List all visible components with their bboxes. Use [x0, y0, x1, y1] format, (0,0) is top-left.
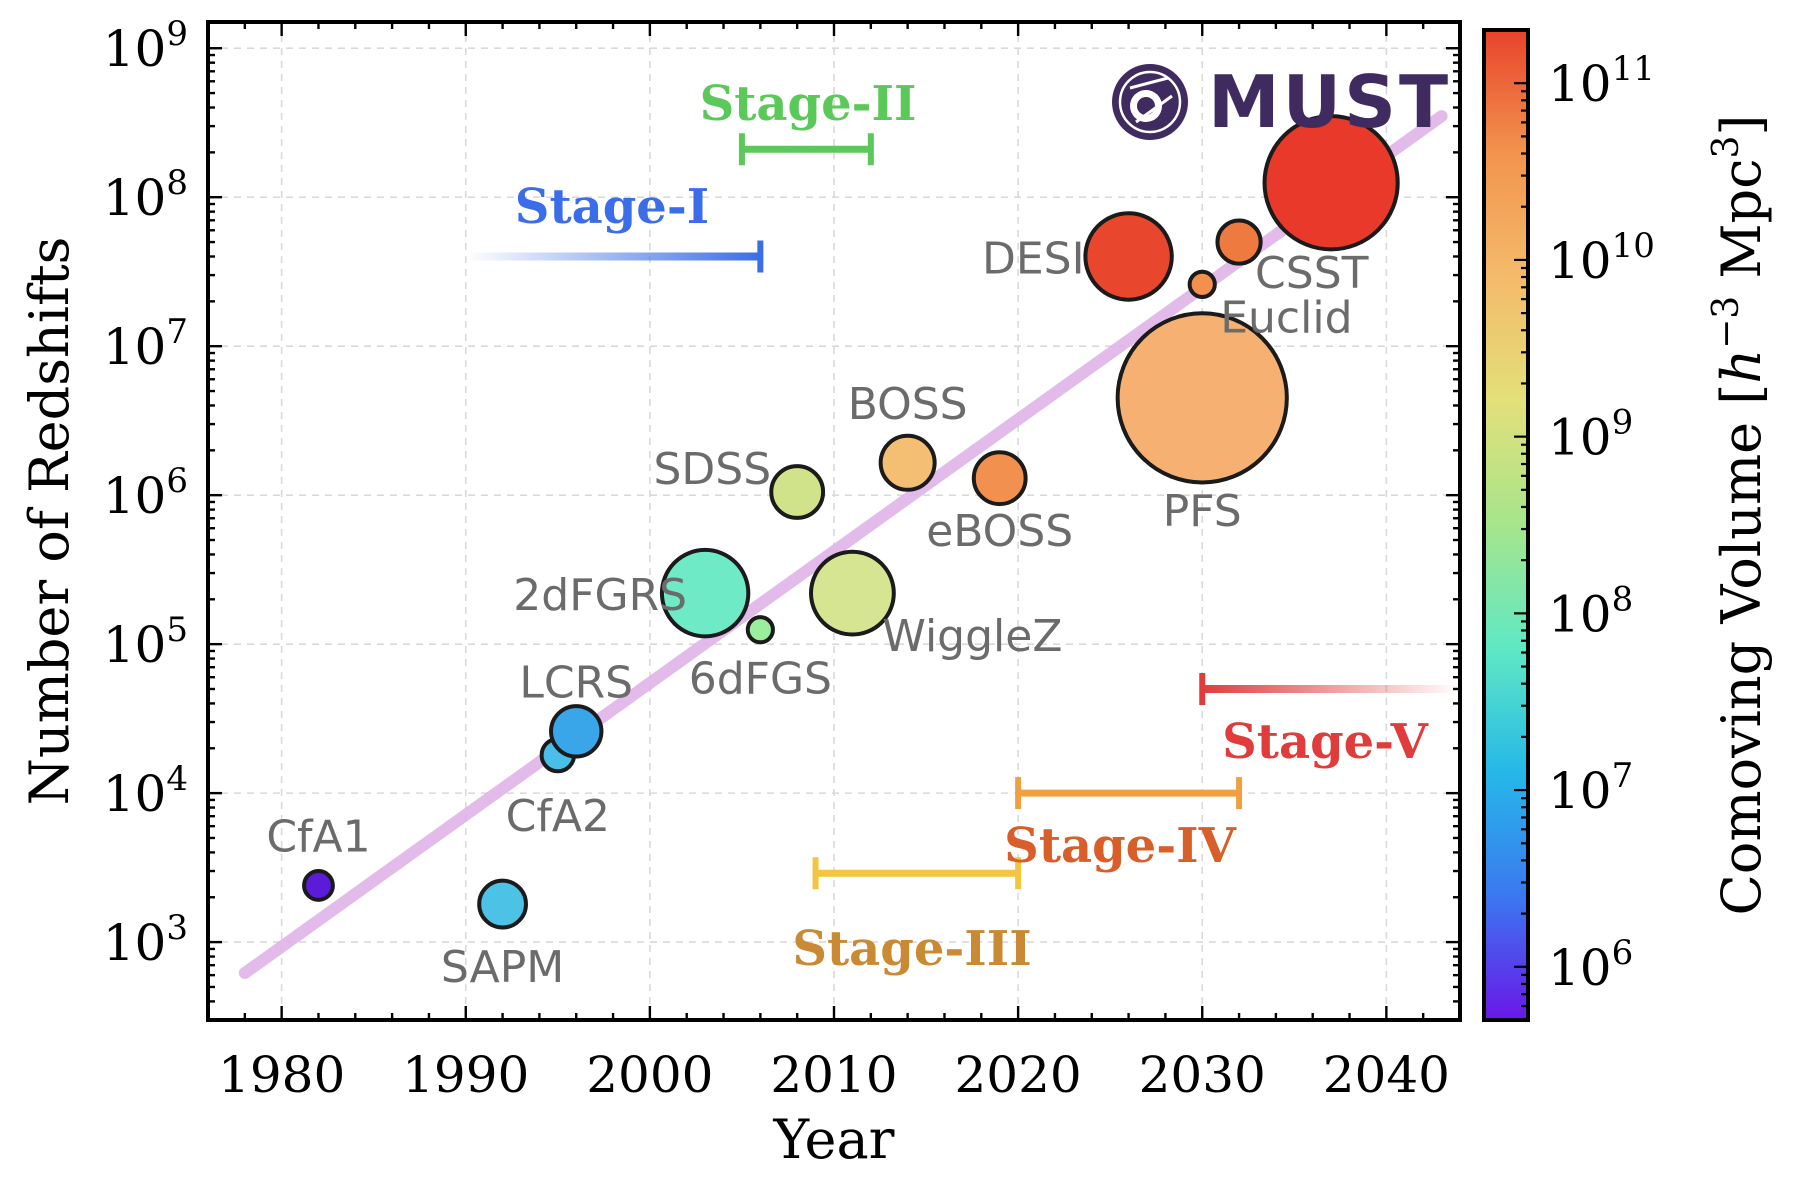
survey-label: CfA1 — [266, 811, 370, 862]
survey-point-wigglez — [809, 549, 896, 637]
survey-label: CSST — [1255, 248, 1369, 299]
stage-markers: Stage-I Stage-II Stage-III Stage-IV Stage-V — [465, 76, 1460, 977]
x-tick-label: 1990 — [402, 1046, 529, 1104]
x-tick-label: 2030 — [1139, 1046, 1266, 1104]
must-observatory-logo-icon — [1112, 64, 1188, 140]
y-tick-label: 104 — [103, 759, 188, 823]
colorbar-gradient — [1482, 28, 1530, 1022]
colorbar-tick-label: 108 — [1548, 579, 1633, 643]
colorbar-tick-label: 1010 — [1548, 226, 1655, 290]
stage-label: Stage-I — [515, 179, 709, 235]
colorbar-label: Comoving Volume [h−3 Mpc3] — [1706, 115, 1773, 916]
survey-point-euclid — [1187, 269, 1217, 299]
x-axis-label: Year — [773, 1108, 895, 1171]
survey-point-6dfgs — [745, 615, 775, 645]
survey-label: Euclid — [1220, 292, 1352, 343]
y-tick-label: 105 — [103, 610, 188, 674]
survey-point-lcrs — [549, 704, 604, 759]
stage-bar — [1202, 684, 1460, 693]
survey-points — [302, 114, 1400, 930]
survey-label: DESI — [982, 233, 1085, 284]
survey-point-eboss — [971, 450, 1028, 507]
survey-label: SDSS — [654, 444, 772, 495]
colorbar-tick-label: 106 — [1548, 933, 1633, 997]
colorbar: 106 107 108 109 1010 1011 Comoving Volume [h−3… — [1482, 28, 1773, 1022]
x-tick-label: 1980 — [218, 1046, 345, 1104]
stage-marker — [812, 857, 1022, 890]
survey-label: LCRS — [519, 657, 633, 708]
y-axis-label: Number of Redshifts — [18, 237, 81, 806]
survey-point-must — [1262, 114, 1400, 252]
stage-label: Stage-IV — [1004, 818, 1236, 874]
survey-point-2dfgrs — [659, 547, 751, 639]
survey-label: eBOSS — [926, 506, 1073, 557]
stage-marker — [465, 240, 764, 273]
survey-point-desi — [1083, 211, 1174, 302]
x-tick-label: 2000 — [586, 1046, 713, 1104]
survey-label: BOSS — [848, 379, 968, 430]
y-tick-label: 109 — [103, 14, 188, 78]
stage-label: Stage-V — [1222, 714, 1428, 770]
survey-point-pfs — [1115, 311, 1289, 485]
logo-text: MUST — [1208, 60, 1451, 144]
stage-marker — [1015, 777, 1243, 810]
x-tick-label: 2040 — [1323, 1046, 1450, 1104]
colorbar-tick-label: 1011 — [1548, 49, 1655, 113]
axis-ticks: 1980 1990 2000 2010 2020 2030 2040 103 104 105 106… — [103, 14, 1462, 1104]
survey-point-sdss — [769, 464, 826, 520]
x-tick-label: 2020 — [954, 1046, 1081, 1104]
colorbar-tick-label: 109 — [1548, 403, 1633, 467]
logo: MUST — [1112, 60, 1451, 144]
survey-point-sapm — [477, 878, 528, 930]
stage-marker — [738, 133, 874, 166]
survey-point-boss — [878, 433, 937, 492]
stage-marker — [1199, 672, 1460, 705]
survey-label: PFS — [1163, 486, 1242, 537]
survey-label: SAPM — [441, 942, 564, 993]
survey-point-csst — [1215, 218, 1263, 266]
survey-label: 6dFGS — [689, 654, 832, 705]
colorbar-tick-label: 107 — [1548, 756, 1633, 820]
survey-label: WiggleZ — [882, 611, 1062, 662]
stage-label: Stage-III — [792, 921, 1031, 977]
y-tick-label: 108 — [103, 163, 188, 227]
survey-point-cfa1 — [302, 869, 335, 902]
stage-label: Stage-II — [700, 76, 917, 132]
y-tick-label: 106 — [103, 461, 188, 525]
survey-label: 2dFGRS — [513, 570, 687, 621]
y-tick-label: 103 — [103, 908, 188, 972]
x-tick-label: 2010 — [770, 1046, 897, 1104]
y-tick-label: 107 — [103, 312, 188, 376]
stage-bar — [465, 252, 761, 261]
survey-label: CfA2 — [506, 791, 610, 842]
